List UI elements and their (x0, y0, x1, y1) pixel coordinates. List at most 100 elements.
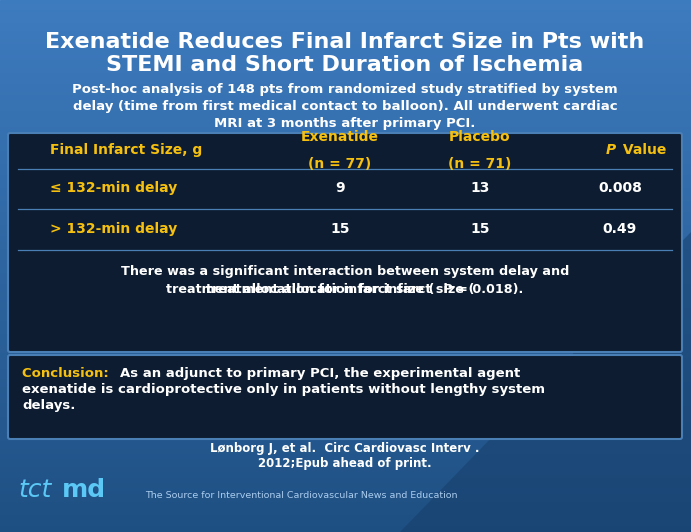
Bar (0, 239, 691, 242)
Bar (0, 74, 691, 77)
Bar (0, 255, 691, 258)
Bar (0, 370, 691, 372)
Text: MRI at 3 months after primary PCI.: MRI at 3 months after primary PCI. (214, 117, 475, 130)
Bar (0, 165, 691, 168)
Bar (0, 0, 691, 3)
Text: 15: 15 (471, 222, 490, 236)
Bar (0, 24, 691, 27)
Bar (0, 519, 691, 521)
Text: delays.: delays. (22, 399, 75, 412)
Bar (0, 463, 691, 466)
Text: Final Infarct Size, g: Final Infarct Size, g (50, 143, 202, 157)
Text: Post-hoc analysis of 148 pts from randomized study stratified by system: Post-hoc analysis of 148 pts from random… (72, 83, 618, 96)
Bar (0, 8, 691, 11)
Bar (0, 269, 691, 271)
Bar (0, 181, 691, 184)
Bar (0, 420, 691, 423)
Bar (0, 157, 691, 160)
Text: treatment allocation for infarct size (  P = 0.018).: treatment allocation for infarct size ( … (167, 282, 524, 295)
Bar (0, 215, 691, 218)
Bar (0, 452, 691, 455)
Bar (0, 388, 691, 391)
Bar (0, 32, 691, 35)
Bar (0, 154, 691, 157)
Bar (0, 122, 691, 125)
Bar (0, 104, 691, 106)
Bar (0, 362, 691, 364)
Bar (0, 120, 691, 122)
Bar (0, 253, 691, 255)
Bar (0, 356, 691, 359)
Bar (0, 192, 691, 194)
Bar (0, 136, 691, 138)
Bar (0, 418, 691, 420)
Bar (0, 364, 691, 367)
Bar (0, 35, 691, 37)
Bar (0, 359, 691, 362)
Bar (0, 197, 691, 200)
Text: ≤ 132-min delay: ≤ 132-min delay (50, 181, 178, 195)
Text: As an adjunct to primary PCI, the experimental agent: As an adjunct to primary PCI, the experi… (120, 367, 520, 380)
Bar (0, 82, 691, 85)
Bar (0, 263, 691, 266)
Bar (0, 168, 691, 170)
Bar (0, 64, 691, 66)
FancyBboxPatch shape (8, 133, 682, 352)
Bar (0, 489, 691, 492)
Bar (0, 412, 691, 415)
Bar (0, 338, 691, 340)
Text: Placebo: Placebo (449, 130, 511, 144)
Text: There was a significant interaction between system delay and: There was a significant interaction betw… (121, 265, 569, 278)
Bar (0, 279, 691, 282)
Text: Exenatide: Exenatide (301, 130, 379, 144)
Bar (0, 439, 691, 442)
Bar (0, 93, 691, 96)
Bar (0, 261, 691, 263)
FancyBboxPatch shape (8, 355, 682, 439)
Bar (0, 205, 691, 207)
Bar (0, 242, 691, 245)
Bar (0, 508, 691, 511)
Bar (0, 266, 691, 269)
Bar (0, 21, 691, 24)
Text: P: P (606, 143, 616, 157)
Polygon shape (400, 232, 691, 532)
Text: Value: Value (618, 143, 666, 157)
Bar (0, 258, 691, 261)
Bar (0, 101, 691, 104)
Bar (0, 434, 691, 436)
Bar (0, 144, 691, 146)
Bar (0, 473, 691, 476)
Bar (0, 250, 691, 253)
Bar (0, 386, 691, 388)
Bar (0, 394, 691, 396)
Bar (0, 114, 691, 117)
Bar (0, 327, 691, 330)
Bar (0, 109, 691, 112)
Bar (0, 77, 691, 80)
Bar (0, 85, 691, 88)
Bar (0, 287, 691, 290)
Bar (0, 407, 691, 410)
Text: delay (time from first medical contact to balloon). All underwent cardiac: delay (time from first medical contact t… (73, 100, 617, 113)
Bar (0, 128, 691, 130)
Bar (0, 290, 691, 293)
Bar (0, 303, 691, 306)
Bar (0, 218, 691, 221)
Bar (0, 521, 691, 524)
Bar (0, 447, 691, 450)
Bar (0, 27, 691, 29)
Bar (0, 61, 691, 64)
Bar (0, 282, 691, 285)
Bar (0, 130, 691, 133)
Bar (0, 146, 691, 149)
Bar (0, 332, 691, 335)
Text: Lønborg J, et al.  Circ Cardiovasc Interv .: Lønborg J, et al. Circ Cardiovasc Interv… (210, 442, 480, 455)
Bar (0, 298, 691, 301)
Bar (0, 335, 691, 338)
Bar (0, 481, 691, 484)
Bar (0, 98, 691, 101)
Text: 0.49: 0.49 (603, 222, 637, 236)
Bar (0, 112, 691, 114)
Bar (0, 176, 691, 178)
